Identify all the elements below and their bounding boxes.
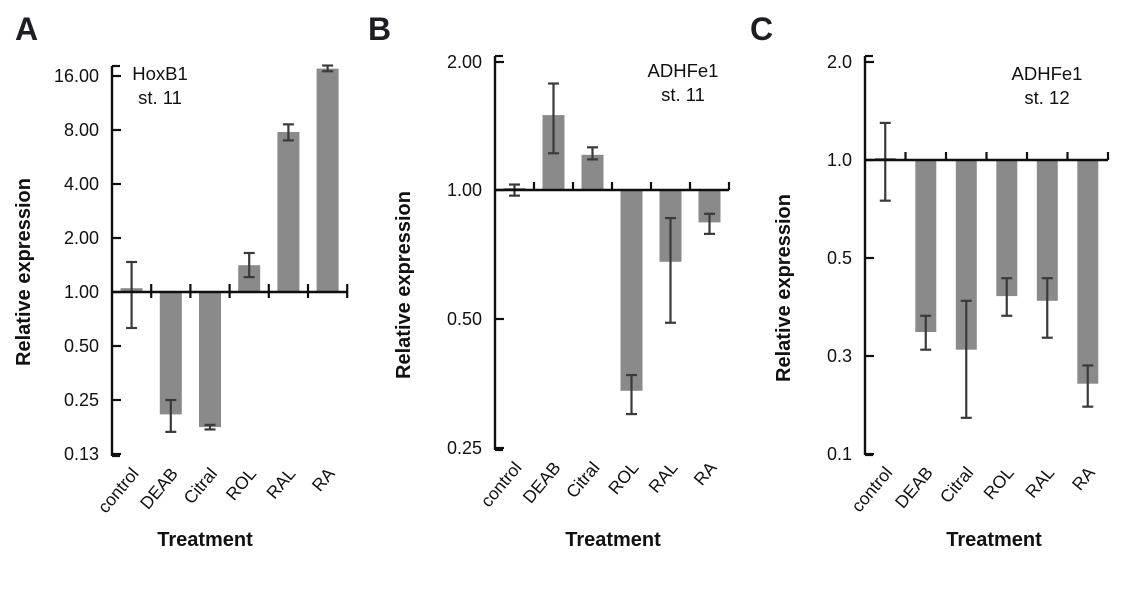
y-tick-label: 0.5 [827,248,852,268]
bars-group [120,68,339,428]
annotation-group: HoxB1 st. 11 [132,63,188,108]
bars-group [874,158,1099,384]
bar-ROL [238,265,261,292]
y-tick-label: 2.0 [827,52,852,72]
category-label-control: control [476,458,525,511]
y-axis-title: Relative expression [393,191,415,379]
category-label-Citral: Citral [936,463,978,507]
y-axis-title: Relative expression [773,194,795,382]
x-axis-title: Treatment [157,529,253,551]
category-label-Citral: Citral [179,464,221,508]
category-label-DEAB: DEAB [891,463,937,512]
bar-DEAB [159,292,182,415]
y-tick-label: 2.00 [64,228,99,248]
y-tick-label: 0.25 [447,438,482,458]
bar-Citral [199,292,221,428]
category-label-RA: RA [1068,462,1099,494]
gene-name-label: ADHFe1 [1012,63,1083,84]
y-tick-label: 0.50 [64,336,99,356]
bar-Citral [581,154,604,190]
bar-DEAB [915,160,937,332]
error-bars-group [879,121,1094,419]
panel-label-a: A [15,11,39,47]
y-tick-label: 0.3 [827,346,852,366]
axes-group [863,54,1110,457]
bar-RAL [1036,160,1058,301]
y-tick-label: 1.0 [827,150,852,170]
axes-group [110,64,349,458]
category-label-RAL: RAL [262,464,299,503]
y-tick-label: 1.00 [64,282,99,302]
bar-RA [316,68,339,292]
gene-name-label: HoxB1 [132,63,188,84]
annotation-group: ADHFe1 st. 12 [1012,63,1083,108]
stage-label: st. 11 [661,84,705,105]
bar-ROL [996,160,1018,297]
axes-group [493,54,731,452]
y-tick-label: 16.00 [54,66,99,86]
category-label-ROL: ROL [979,463,1018,504]
annotation-group: ADHFe1 st. 11 [648,60,719,105]
y-axis-title: Relative expression [13,178,35,366]
bar-RAL [277,132,300,292]
category-label-DEAB: DEAB [519,458,565,507]
panel-label-c: C [750,11,774,47]
bars-group [503,115,721,391]
y-tick-labels: 2.0 1.0 0.5 0.3 0.1 [827,52,852,464]
y-tick-label: 2.00 [447,52,482,72]
y-tick-label: 4.00 [64,174,99,194]
category-label-ROL: ROL [604,458,643,499]
category-label-control: control [94,464,143,517]
x-axis-title: Treatment [946,529,1042,551]
category-label-ROL: ROL [222,464,261,505]
y-tick-label: 0.25 [64,390,99,410]
panel-label-b: B [368,11,392,47]
category-label-RA: RA [308,463,339,495]
error-bars-group [126,64,334,433]
y-tick-label: 0.50 [447,309,482,329]
y-tick-label: 0.13 [64,444,99,464]
category-label-Citral: Citral [562,458,604,502]
y-tick-labels: 2.00 1.00 0.50 0.25 [447,52,482,458]
error-bars-group [509,82,715,416]
category-label-RAL: RAL [644,458,681,497]
category-label-RAL: RAL [1021,463,1058,502]
panel-a-chart: 16.00 8.00 4.00 2.00 1.00 0.50 0.25 0.13control… [13,63,349,551]
category-label-control: control [847,463,896,516]
gene-name-label: ADHFe1 [648,60,719,81]
x-axis-title: Treatment [565,529,661,551]
y-tick-label: 8.00 [64,120,99,140]
category-label-RA: RA [690,457,721,489]
bar-RA [1077,160,1099,384]
y-tick-label: 1.00 [447,180,482,200]
category-label-DEAB: DEAB [136,464,182,513]
y-tick-label: 0.1 [827,444,852,464]
stage-label: st. 11 [138,87,182,108]
y-tick-labels: 16.00 8.00 4.00 2.00 1.00 0.50 0.25 0.13 [54,66,99,464]
bar-ROL [620,190,643,391]
bar-Citral [955,160,977,350]
stage-label: st. 12 [1024,87,1069,108]
